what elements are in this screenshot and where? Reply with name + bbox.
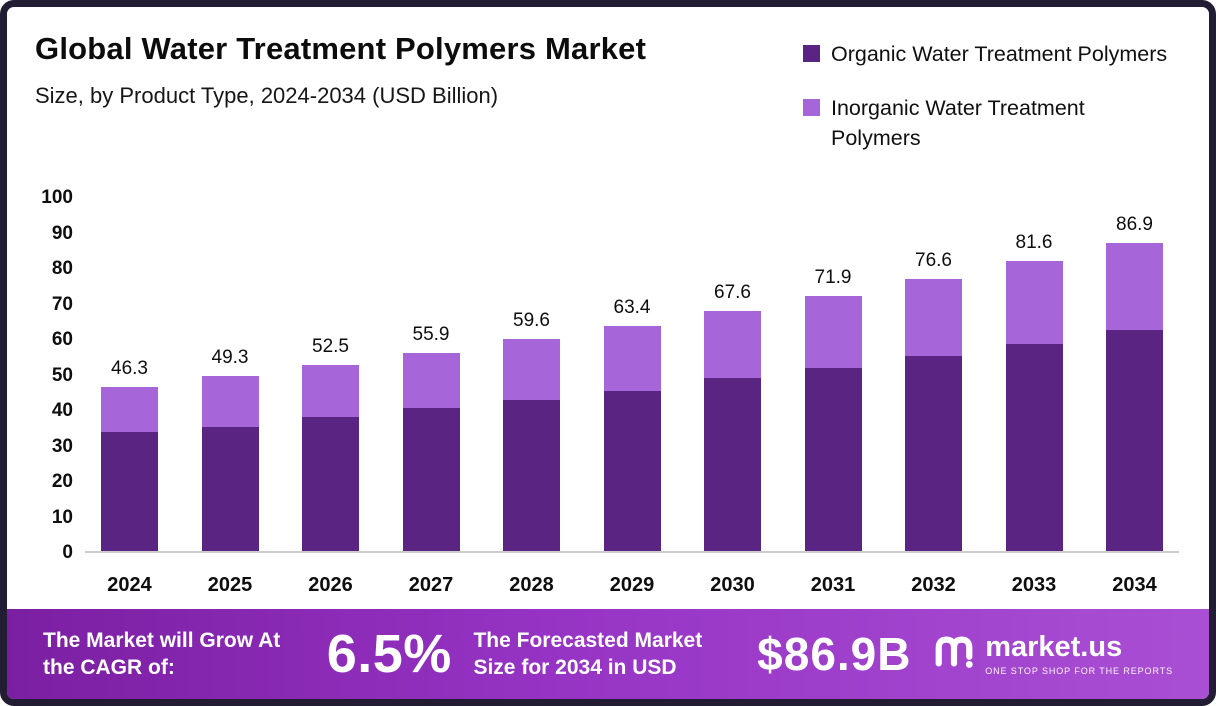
- brand-name: market.us: [985, 630, 1123, 663]
- segment-inorganic: [503, 339, 560, 401]
- bar-column-2034: 86.9 2034: [1106, 213, 1163, 596]
- titles: Global Water Treatment Polymers Market S…: [35, 31, 646, 153]
- bar-column-2024: 46.3 2024: [101, 357, 158, 596]
- segment-inorganic: [603, 325, 661, 391]
- bar-total-label: 63.4: [613, 296, 651, 318]
- legend-item-inorganic: Inorganic Water Treatment Polymers: [803, 93, 1179, 153]
- bar-column-2032: 76.6 2032: [905, 250, 962, 596]
- cagr-value: 6.5%: [326, 624, 452, 684]
- bar-column-2029: 63.4 2029: [603, 296, 661, 596]
- x-axis-label: 2034: [1112, 574, 1157, 596]
- segment-organic: [603, 390, 661, 551]
- segment-inorganic: [704, 311, 761, 379]
- bar-total-label: 81.6: [1015, 232, 1053, 254]
- subtitle: Size, by Product Type, 2024-2034 (USD Bi…: [35, 83, 499, 108]
- y-tick-label: 100: [41, 187, 73, 208]
- cagr-label: The Market will Grow At the CAGR of:: [43, 628, 281, 679]
- bar-total-label: 59.6: [513, 310, 550, 332]
- footer-banner: The Market will Grow At the CAGR of: 6.5…: [7, 609, 1209, 699]
- forecast-label: The Forecasted Market Size for 2034 in U…: [473, 628, 703, 679]
- y-axis: 0 10 20 30 40 50 60 70 80 90 100: [21, 159, 85, 563]
- segment-organic: [503, 400, 560, 551]
- brand-tagline: ONE STOP SHOP FOR THE REPORTS: [985, 665, 1173, 676]
- segment-inorganic: [905, 279, 962, 356]
- legend-swatch: [803, 45, 820, 62]
- bar-total-label: 52.5: [312, 335, 349, 357]
- segment-organic: [302, 416, 359, 551]
- bar-total-label: 76.6: [915, 250, 952, 272]
- bar-column-2033: 81.6 2033: [1005, 232, 1063, 596]
- segment-organic: [402, 408, 460, 551]
- segment-inorganic: [201, 376, 259, 427]
- bar-total-label: 86.9: [1116, 213, 1153, 235]
- forecast-value: $86.9B: [757, 628, 912, 680]
- bar-total-label: 49.3: [211, 347, 249, 368]
- marketus-logo-icon: [933, 631, 975, 678]
- segment-organic: [704, 378, 761, 551]
- header: Global Water Treatment Polymers Market S…: [7, 7, 1209, 153]
- bar-total-label: 71.9: [814, 266, 852, 288]
- legend-label: Organic Water Treatment Polymers: [831, 42, 1168, 66]
- y-tick-label: 0: [62, 542, 73, 563]
- legend-swatch: [803, 99, 820, 117]
- bar-column-2030: 67.6 2030: [704, 282, 761, 596]
- legend-item-organic: Organic Water Treatment Polymers: [803, 39, 1179, 69]
- x-axis-label: 2030: [710, 574, 755, 596]
- segment-inorganic: [101, 386, 158, 433]
- x-axis-label: 2029: [609, 574, 655, 596]
- x-axis-label: 2031: [810, 574, 856, 596]
- y-tick-label: 70: [51, 293, 73, 315]
- y-tick-label: 40: [51, 400, 73, 421]
- y-tick-label: 20: [51, 471, 73, 492]
- segment-inorganic: [1005, 261, 1063, 344]
- page-title: Global Water Treatment Polymers Market: [35, 31, 647, 66]
- segment-organic: [804, 367, 862, 551]
- y-tick-label: 50: [51, 364, 73, 386]
- segment-inorganic: [804, 295, 862, 368]
- segment-inorganic: [302, 364, 359, 417]
- plot-area: 46.3 2024 49.3 2025 52.5 2026 55.9 2027 59.6 2028…: [85, 159, 1179, 596]
- segment-organic: [201, 426, 259, 551]
- stacked-bar-chart: 0 10 20 30 40 50 60 70 80 90 100 46.3 2024 49.3 2025 5…: [7, 153, 1209, 609]
- segment-organic: [101, 432, 158, 551]
- x-axis-label: 2025: [207, 574, 253, 596]
- segment-organic: [1005, 343, 1063, 551]
- y-tick-label: 10: [51, 506, 73, 528]
- segment-inorganic: [1106, 242, 1163, 331]
- segment-organic: [1106, 330, 1163, 551]
- bar-column-2031: 71.9 2031: [804, 266, 862, 596]
- y-tick-label: 60: [51, 329, 73, 350]
- brand-logo: market.us ONE STOP SHOP FOR THE REPORTS: [933, 631, 1173, 678]
- y-tick-label: 90: [51, 222, 73, 244]
- x-axis-label: 2026: [308, 574, 353, 596]
- bar-column-2026: 52.5 2026: [302, 335, 359, 596]
- x-axis-label: 2033: [1011, 574, 1057, 596]
- x-axis-label: 2028: [509, 574, 554, 596]
- y-tick-label: 80: [51, 258, 73, 279]
- bar-column-2025: 49.3 2025: [201, 347, 259, 596]
- bar-column-2027: 55.9 2027: [402, 323, 460, 596]
- bar-total-label: 46.3: [111, 357, 148, 379]
- x-axis-label: 2027: [408, 574, 454, 596]
- x-axis-label: 2032: [911, 574, 956, 596]
- legend-label: Inorganic Water Treatment Polymers: [831, 96, 1085, 151]
- segment-inorganic: [402, 352, 460, 409]
- bar-total-label: 55.9: [412, 323, 450, 345]
- bar-column-2028: 59.6 2028: [503, 310, 560, 596]
- bar-total-label: 67.6: [714, 282, 751, 304]
- x-axis-label: 2024: [107, 574, 152, 596]
- y-tick-label: 30: [51, 435, 73, 457]
- segment-organic: [905, 355, 962, 551]
- brand-text: market.us ONE STOP SHOP FOR THE REPORTS: [985, 630, 1173, 676]
- legend: Organic Water Treatment Polymers Inorgani…: [803, 31, 1179, 153]
